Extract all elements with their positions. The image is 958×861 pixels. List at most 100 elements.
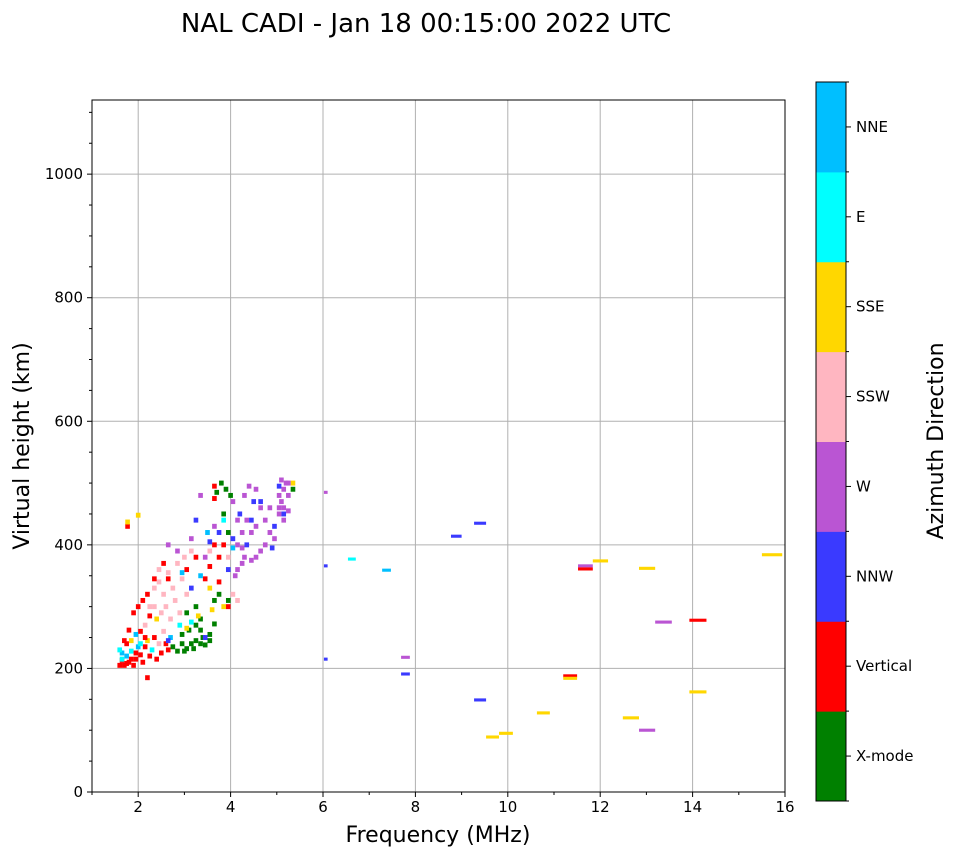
data-cell-e (117, 647, 123, 653)
data-trace-nnw (323, 564, 328, 568)
data-cell-nnw (202, 635, 208, 641)
data-cell-vertical (154, 656, 159, 662)
data-cell-nne (205, 530, 210, 535)
data-cell-x-mode (212, 621, 217, 627)
data-cell-vertical (212, 542, 217, 548)
data-cell-x-mode (189, 641, 194, 647)
data-cell-w (244, 517, 250, 523)
colorbar-frame (815, 81, 847, 802)
data-cell-vertical (161, 560, 166, 566)
data-cell-x-mode (191, 646, 196, 652)
data-cell-x-mode (216, 591, 222, 597)
data-trace-nnw (401, 672, 410, 676)
y-tick-label: 400 (54, 536, 83, 554)
data-cell-vertical (142, 644, 148, 650)
data-cell-vertical (140, 597, 146, 603)
data-cell-nnw (249, 517, 254, 523)
data-cell-vertical (131, 610, 136, 616)
data-cell-w (276, 505, 282, 511)
data-cell-x-mode (170, 644, 176, 650)
data-cell-w (239, 560, 245, 566)
y-tick-label: 800 (54, 289, 83, 307)
data-cell-w (253, 486, 259, 492)
data-trace-w (639, 728, 656, 732)
data-cell-sse (290, 480, 296, 486)
data-cell-ssw (156, 641, 162, 647)
data-cell-e (221, 517, 226, 523)
data-cell-vertical (147, 653, 153, 659)
data-cell-w (232, 573, 238, 579)
data-cell-nne (135, 644, 141, 650)
data-cell-w (258, 548, 263, 554)
data-cell-ssw (142, 622, 148, 628)
data-cell-ssw (230, 591, 236, 597)
data-cell-vertical (133, 656, 139, 662)
data-cell-w (272, 536, 277, 542)
colorbar-label: Azimuth Direction (924, 342, 949, 539)
data-cell-vertical (225, 604, 231, 610)
data-cell-sse (128, 638, 134, 644)
colorbar-tick-label: E (856, 208, 865, 226)
data-cell-ssw (225, 554, 231, 560)
grid-lines (92, 100, 786, 793)
colorbar-segment-nnw (816, 531, 846, 622)
y-axis-label: Virtual height (km) (10, 342, 35, 549)
data-cell-e (189, 619, 194, 625)
data-cell-nnw (225, 567, 231, 573)
data-cell-vertical (145, 591, 150, 597)
colorbar-segment-x-mode (816, 711, 846, 802)
data-cell-vertical (165, 647, 171, 653)
data-cell-ssw (156, 579, 162, 585)
data-cell-w (235, 542, 240, 548)
data-cell-ssw (147, 604, 153, 610)
data-cell-e (128, 648, 134, 654)
data-cell-x-mode (182, 648, 187, 654)
data-cell-w (267, 530, 273, 535)
data-trace-nne (382, 568, 391, 572)
data-cell-x-mode (223, 486, 229, 492)
data-cell-vertical (135, 604, 141, 610)
x-tick-label: 8 (411, 798, 421, 816)
data-cell-x-mode (202, 642, 208, 648)
data-cell-nne (124, 653, 129, 659)
data-cell-vertical (122, 638, 127, 644)
data-trace-sse (592, 559, 609, 563)
data-cell-nne (230, 545, 236, 551)
data-cell-w (212, 523, 217, 529)
data-cell-vertical (131, 662, 136, 668)
data-cell-vertical (158, 650, 164, 656)
data-cell-w (253, 523, 259, 529)
data-cell-nnw (272, 523, 277, 529)
data-marks (117, 477, 783, 739)
data-cell-ssw (179, 576, 185, 582)
colorbar-tick-label: NNW (856, 567, 893, 585)
data-cell-vertical (152, 576, 157, 582)
data-cell-x-mode (221, 511, 226, 517)
data-cell-sse (195, 613, 201, 619)
data-cell-ssw (172, 597, 178, 603)
data-cell-nne (133, 631, 139, 637)
data-cell-w (249, 530, 254, 535)
data-trace-e (347, 557, 356, 561)
data-cell-nnw (193, 517, 199, 523)
data-cell-w (165, 542, 171, 548)
colorbar: X-mode Vertical NNW W SSW SSE E NNE (815, 81, 913, 802)
x-tick-label: 6 (318, 798, 328, 816)
data-cell-vertical (216, 579, 222, 585)
data-cell-vertical (138, 628, 143, 634)
data-cell-sse (221, 604, 226, 610)
data-cell-sse (207, 585, 213, 591)
data-trace-w (323, 490, 328, 494)
data-cell-ssw (177, 610, 183, 616)
colorbar-tick-label: Vertical (856, 657, 912, 675)
x-tick-label: 4 (226, 798, 236, 816)
data-cell-x-mode (219, 480, 224, 486)
data-trace-w (578, 564, 593, 568)
data-cell-nnw (269, 545, 275, 551)
data-cell-w (281, 486, 287, 492)
x-tick-label: 14 (683, 798, 702, 816)
data-cell-ssw (161, 591, 166, 597)
data-cell-nne (179, 570, 185, 576)
data-cell-nnw (216, 530, 222, 535)
